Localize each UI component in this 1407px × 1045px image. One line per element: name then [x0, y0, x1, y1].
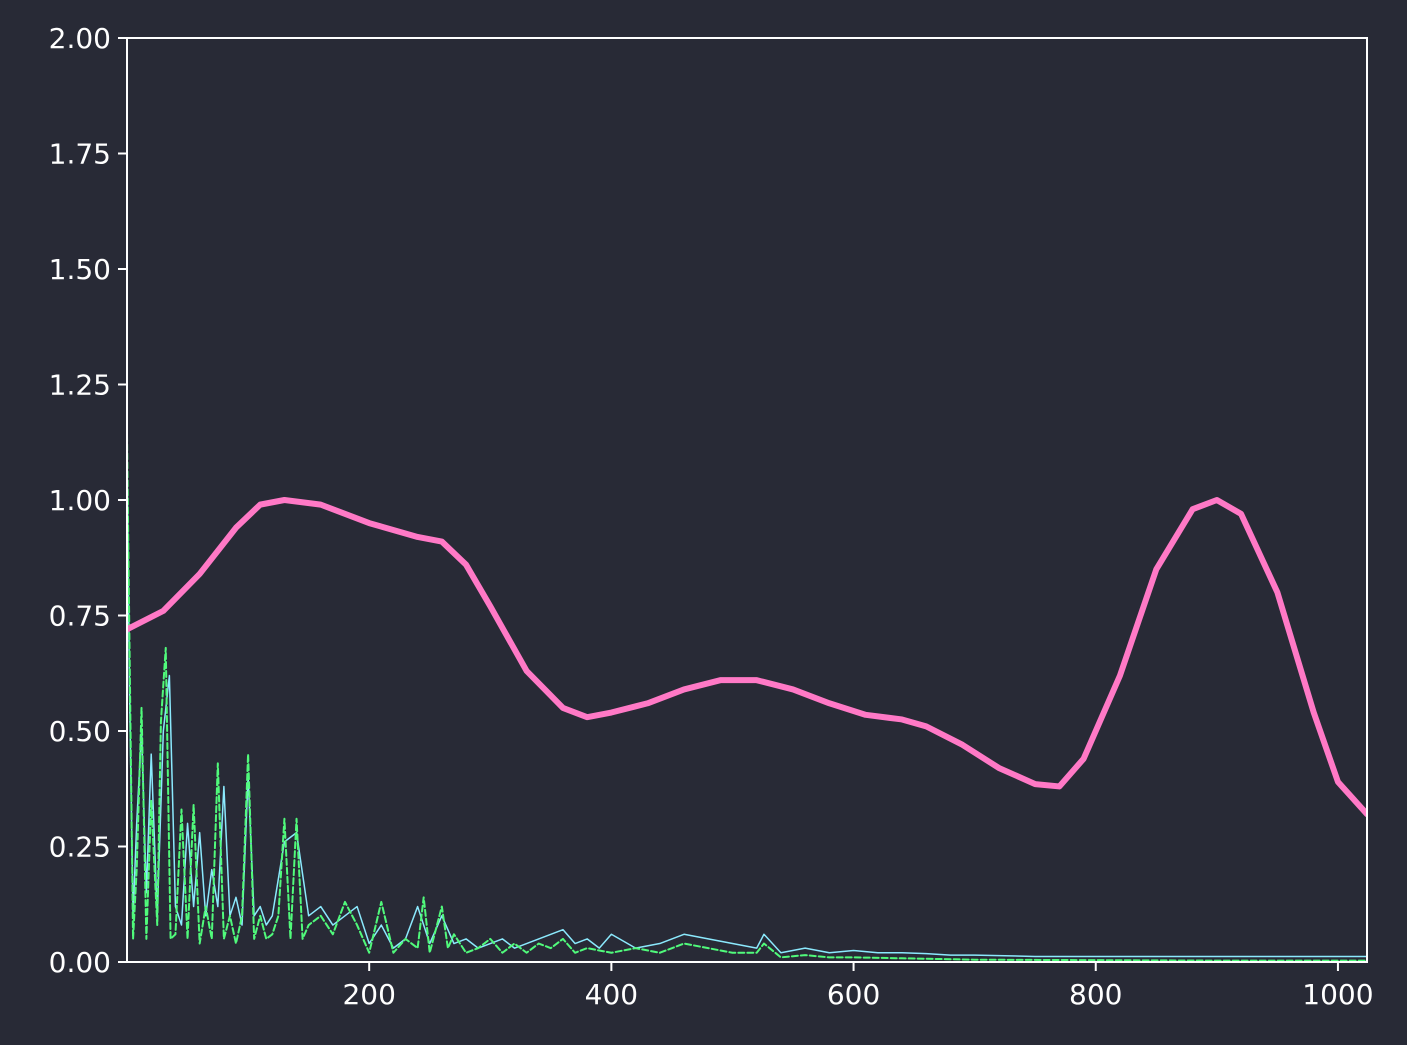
y-tick-label: 0.50: [49, 715, 111, 748]
y-tick-label: 0.25: [49, 831, 111, 864]
x-tick-label: 600: [827, 978, 880, 1011]
series-line-2: [127, 434, 1367, 962]
y-tick-label: 2.00: [49, 22, 111, 55]
y-tick-label: 0.00: [49, 946, 111, 979]
x-tick-label: 1000: [1302, 978, 1373, 1011]
y-tick-label: 1.00: [49, 484, 111, 517]
x-tick-label: 400: [585, 978, 638, 1011]
y-tick-label: 1.75: [49, 138, 111, 171]
y-tick-label: 1.25: [49, 369, 111, 402]
series-layer: [127, 434, 1367, 962]
x-tick-label: 200: [342, 978, 395, 1011]
x-tick-label: 800: [1069, 978, 1122, 1011]
x-axis: 200 400 600 800 1000: [342, 962, 1374, 1011]
series-line-1: [127, 453, 1367, 958]
y-tick-label: 0.75: [49, 600, 111, 633]
y-axis: 0.00 0.25 0.50 0.75 1.00 1.25 1.50 1.75 2.00: [49, 22, 127, 979]
series-line-0: [127, 497, 1367, 818]
y-tick-label: 1.50: [49, 253, 111, 286]
